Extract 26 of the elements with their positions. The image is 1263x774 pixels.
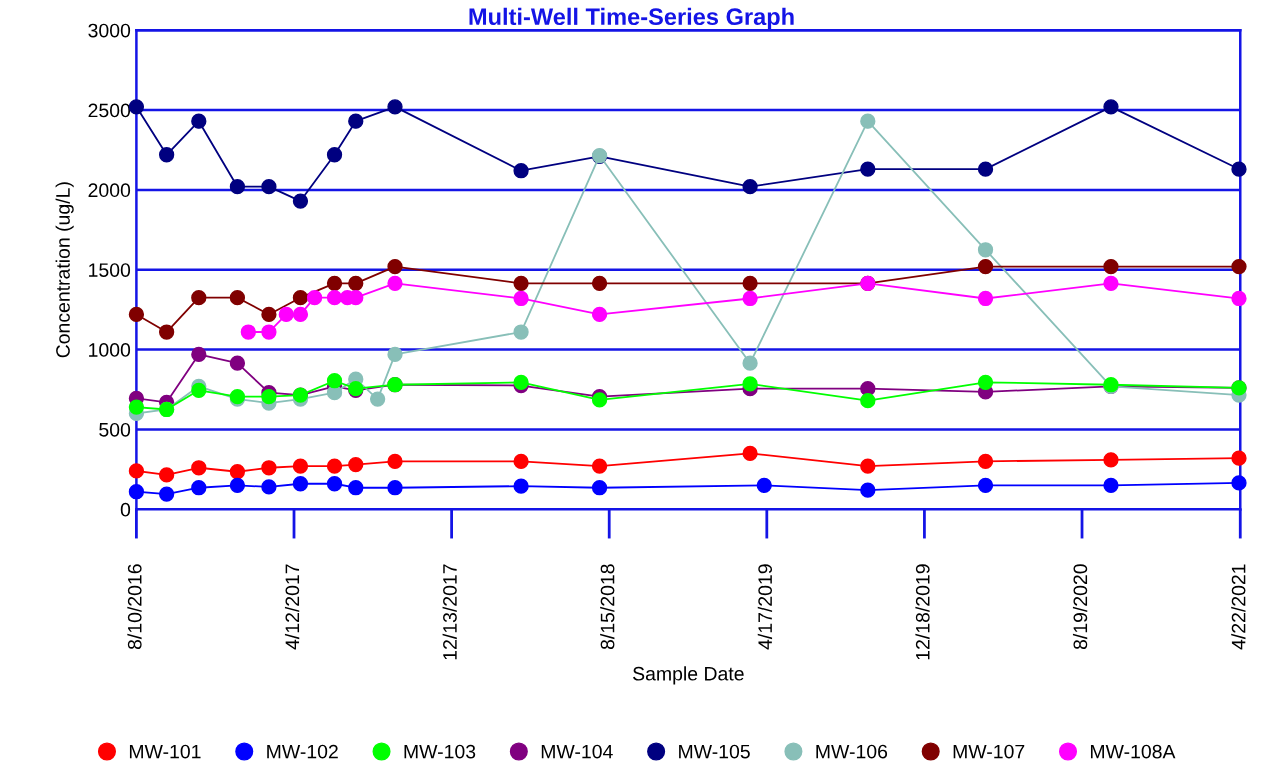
- x-tick-label: 8/19/2020: [1072, 564, 1088, 650]
- legend-label: MW-105: [679, 744, 750, 759]
- legend-label: MW-108A: [1090, 744, 1176, 759]
- y-tick-label: 500: [99, 422, 131, 437]
- legend-label: MW-103: [404, 744, 476, 759]
- legend-label: MW-104: [541, 744, 613, 759]
- y-tick-label: 1500: [89, 263, 131, 277]
- x-axis-title: Sample Date: [633, 666, 744, 685]
- chart-title: Multi-Well Time-Series Graph: [469, 7, 794, 30]
- legend-label: MW-102: [267, 744, 338, 759]
- y-tick-label: 2000: [88, 183, 131, 198]
- x-tick-label: 8/10/2016: [127, 564, 142, 650]
- x-tick-label: 8/15/2018: [600, 564, 615, 650]
- legend-label: MW-107: [953, 744, 1025, 759]
- x-tick-label: 4/17/2019: [757, 564, 773, 650]
- y-axis-title: Concentration (ug/L): [55, 182, 74, 358]
- legend-label: MW-106: [816, 744, 888, 759]
- x-tick-label: 4/22/2021: [1231, 564, 1246, 650]
- y-tick-label: 2500: [88, 103, 131, 118]
- x-tick-label: 4/12/2017: [284, 564, 300, 650]
- x-tick-label: 12/18/2019: [915, 564, 930, 660]
- y-tick-label: 1000: [89, 343, 131, 357]
- y-tick-label: 3000: [88, 23, 131, 38]
- legend-label: MW-101: [129, 744, 201, 759]
- x-tick-label: 12/13/2017: [442, 564, 457, 660]
- y-tick-label: 0: [120, 502, 131, 517]
